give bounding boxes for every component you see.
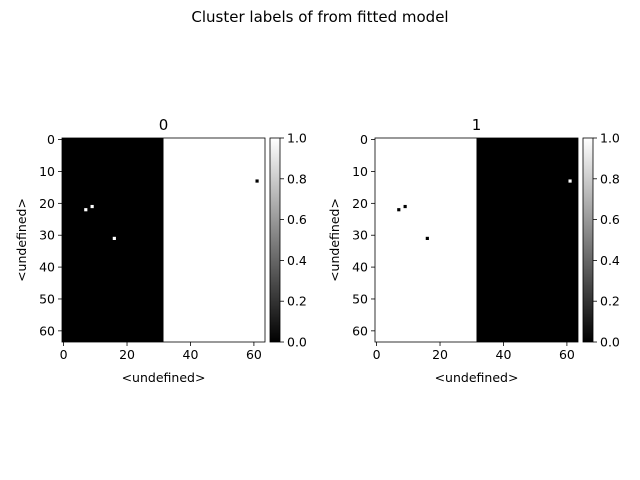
y-tick-label: 0 <box>360 132 368 147</box>
colorbar-tick-label: 0.2 <box>287 294 307 309</box>
colorbar-tick-label: 0.6 <box>600 212 620 227</box>
x-tick-label: 20 <box>432 347 448 362</box>
y-axis-label: <undefined> <box>14 198 29 282</box>
colorbar-tick-label: 1.0 <box>600 131 620 146</box>
heatmap-cell <box>255 179 259 183</box>
y-axis-label: <undefined> <box>327 198 342 282</box>
x-tick-label: 60 <box>559 347 575 362</box>
heatmap-cell <box>90 204 94 209</box>
heatmap-cell <box>112 236 116 240</box>
y-tick-label: 30 <box>39 228 55 243</box>
colorbar-tick-label: 0.4 <box>600 253 620 268</box>
heatmap-region-right <box>476 138 578 342</box>
colorbar-tick-label: 0.8 <box>287 171 307 186</box>
x-tick-label: 0 <box>60 347 68 362</box>
colorbar-tick-label: 1.0 <box>287 131 307 146</box>
axes-title: 0 <box>159 116 169 134</box>
y-tick-label: 50 <box>352 291 368 306</box>
x-tick-label: 40 <box>496 347 512 362</box>
colorbar-tick-label: 0.6 <box>287 212 307 227</box>
x-tick-label: 0 <box>373 347 381 362</box>
y-tick-label: 20 <box>39 196 55 211</box>
y-tick-label: 40 <box>352 260 368 275</box>
colorbar-tick-label: 0.0 <box>600 335 620 350</box>
colorbar-tick-label: 0.0 <box>287 335 307 350</box>
heatmap-region-right <box>163 138 265 342</box>
y-tick-label: 60 <box>352 323 368 338</box>
colorbar <box>582 137 594 343</box>
y-tick-label: 40 <box>39 260 55 275</box>
y-tick-label: 0 <box>47 132 55 147</box>
colorbar-tick-label: 0.8 <box>600 171 620 186</box>
heatmap-panel-0: 0 20 40 60 0 10 20 30 40 50 60 0 <undefined> <undefin… <box>14 116 307 385</box>
y-tick-label: 30 <box>352 228 368 243</box>
heatmap-cell <box>425 236 429 240</box>
axes-title: 1 <box>472 116 482 134</box>
colorbar-tick-label: 0.4 <box>287 253 307 268</box>
x-axis-label: <undefined> <box>435 370 519 385</box>
heatmap-cell <box>397 208 401 212</box>
x-tick-label: 20 <box>119 347 135 362</box>
subplots: 0 20 40 6001020304050600<undefined><undefin… <box>14 116 620 385</box>
y-tick-label: 60 <box>39 323 55 338</box>
colorbar <box>269 137 281 343</box>
heatmap-cell <box>403 204 407 209</box>
x-tick-label: 60 <box>246 347 262 362</box>
axes-frame <box>61 137 266 343</box>
y-tick-label: 20 <box>352 196 368 211</box>
x-tick-label: 40 <box>183 347 199 362</box>
heatmap-cell <box>84 208 88 212</box>
heatmap-cell <box>568 179 572 183</box>
y-tick-label: 10 <box>39 164 55 179</box>
y-tick-label: 50 <box>39 291 55 306</box>
axes-frame <box>374 137 579 343</box>
heatmap-panel-1: 0 20 40 60 0 10 20 30 40 50 60 1 <undefined> <undefin… <box>327 116 620 385</box>
y-tick-label: 10 <box>352 164 368 179</box>
figure-suptitle: Cluster labels of from fitted model <box>191 8 448 26</box>
x-axis-label: <undefined> <box>122 370 206 385</box>
colorbar-tick-label: 0.2 <box>600 294 620 309</box>
